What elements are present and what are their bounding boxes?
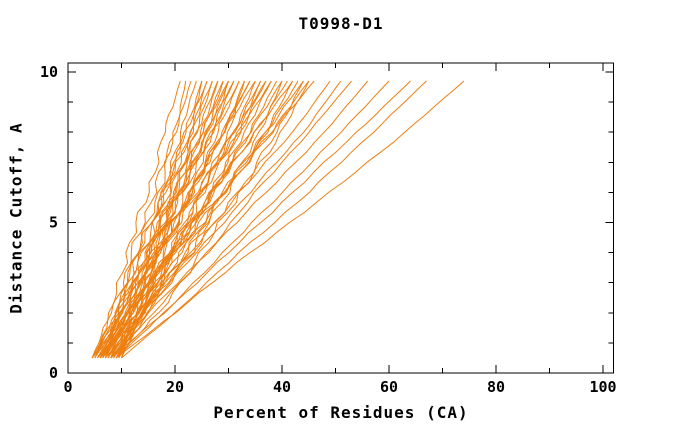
model-curve bbox=[105, 80, 342, 359]
model-curve bbox=[113, 80, 283, 359]
model-curve bbox=[102, 80, 315, 359]
model-curve bbox=[115, 80, 304, 359]
model-curve bbox=[121, 80, 304, 359]
x-axis-label: Percent of Residues (CA) bbox=[213, 403, 469, 422]
model-curve bbox=[91, 80, 208, 359]
model-curve bbox=[102, 80, 240, 359]
model-curve bbox=[105, 80, 368, 359]
model-curve bbox=[91, 80, 267, 359]
model-curve bbox=[118, 80, 251, 359]
tick-label: 20 bbox=[166, 378, 184, 396]
model-curve bbox=[99, 80, 331, 359]
tick-label: 40 bbox=[273, 378, 291, 396]
model-curve bbox=[115, 80, 465, 359]
tick-label: 10 bbox=[40, 63, 58, 81]
model-curve bbox=[110, 80, 299, 359]
model-curve bbox=[91, 80, 310, 359]
tick-label: 0 bbox=[63, 378, 72, 396]
model-curve bbox=[121, 80, 427, 359]
model-curve bbox=[107, 80, 278, 359]
tick-label: 60 bbox=[380, 378, 398, 396]
chart-title: T0998-D1 bbox=[298, 14, 384, 33]
model-curve bbox=[110, 80, 352, 359]
model-curve bbox=[121, 80, 235, 359]
tick-label: 5 bbox=[49, 214, 58, 232]
tick-label: 0 bbox=[49, 364, 58, 382]
model-curve bbox=[110, 80, 262, 359]
model-curve bbox=[94, 80, 251, 359]
model-curve bbox=[91, 80, 235, 359]
model-curve bbox=[115, 80, 390, 359]
model-curve bbox=[94, 80, 181, 359]
model-curve bbox=[102, 80, 272, 359]
tick-label: 80 bbox=[487, 378, 505, 396]
model-curve bbox=[104, 80, 294, 359]
model-curve bbox=[110, 80, 411, 359]
tick-label: 100 bbox=[589, 378, 616, 396]
